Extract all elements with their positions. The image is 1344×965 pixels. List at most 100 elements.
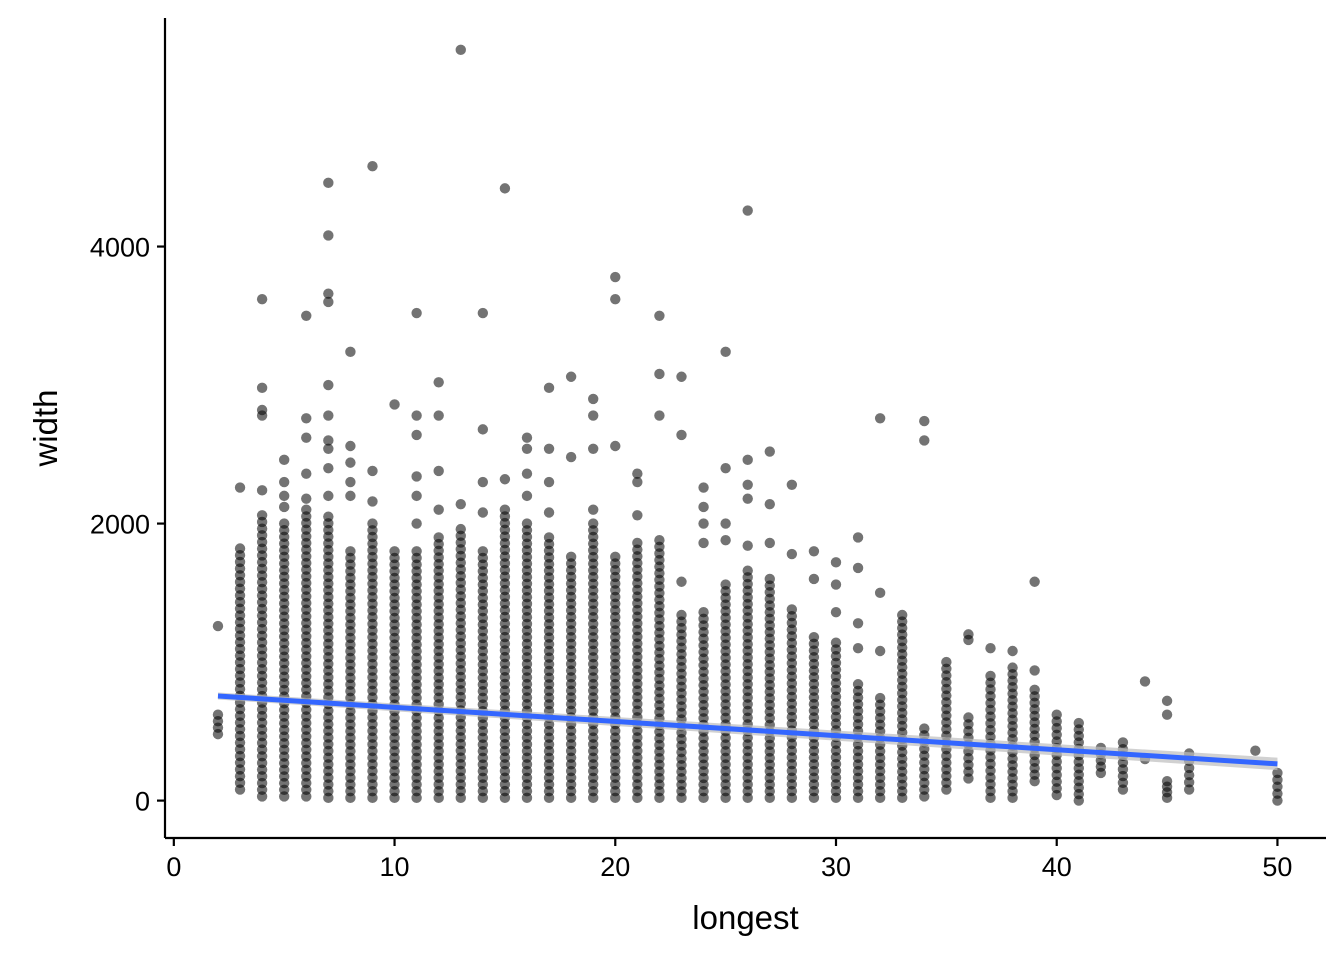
data-point	[963, 712, 974, 723]
outlier-point	[411, 490, 422, 502]
outlier-point	[632, 468, 643, 479]
outlier-point	[588, 443, 599, 454]
outlier-point	[720, 518, 731, 529]
data-point	[1161, 776, 1173, 787]
outlier-point	[345, 440, 356, 452]
outlier-point	[852, 562, 864, 574]
outlier-point	[367, 465, 378, 477]
outlier-point	[1161, 695, 1173, 707]
data-point	[985, 670, 996, 682]
outlier-point	[433, 377, 444, 388]
data-point	[610, 551, 621, 563]
outlier-point	[345, 346, 356, 358]
data-point	[764, 573, 775, 585]
data-point	[897, 609, 908, 621]
data-point	[742, 565, 753, 576]
data-point	[499, 504, 511, 515]
data-point	[1029, 684, 1040, 695]
data-point	[808, 631, 820, 643]
data-point	[367, 518, 378, 529]
outlier-point	[874, 413, 886, 424]
y-tick-label: 2000	[90, 510, 150, 540]
outlier-point	[632, 510, 643, 521]
outlier-point	[1139, 676, 1151, 687]
outlier-point	[323, 296, 334, 308]
data-point	[521, 518, 533, 529]
outlier-point	[588, 393, 599, 405]
data-point	[654, 534, 665, 546]
outlier-point	[477, 476, 489, 488]
outlier-point	[808, 546, 820, 557]
outlier-point	[654, 368, 665, 380]
outlier-point	[323, 288, 334, 299]
trend-line	[217, 693, 1278, 767]
outlier-point	[323, 462, 334, 474]
data-point	[278, 518, 290, 529]
outlier-point	[963, 629, 974, 640]
outlier-point	[433, 504, 444, 515]
data-point	[941, 656, 952, 668]
outlier-point	[345, 490, 356, 502]
outlier-point	[742, 205, 753, 216]
x-tick-label: 10	[380, 852, 410, 882]
outlier-point	[256, 485, 268, 496]
outlier-point	[256, 404, 268, 416]
outlier-point	[764, 537, 775, 549]
outlier-point	[301, 468, 312, 479]
outlier-point	[455, 498, 466, 510]
outlier-point	[1161, 709, 1173, 720]
outlier-point	[256, 293, 268, 305]
outlier-point	[323, 379, 334, 391]
data-points	[212, 44, 1283, 806]
outlier-point	[411, 410, 422, 421]
outlier-point	[852, 618, 864, 629]
outlier-point	[1029, 665, 1040, 676]
x-tick-label: 30	[821, 852, 851, 882]
x-axis-ticks: 0 10 20 30 40 50	[166, 838, 1292, 882]
outlier-point	[1007, 645, 1018, 657]
outlier-point	[830, 557, 842, 568]
outlier-point	[874, 587, 886, 599]
data-point	[1183, 784, 1195, 795]
data-point	[433, 532, 444, 543]
outlier-point	[477, 307, 489, 319]
x-tick-label: 50	[1262, 852, 1292, 882]
data-point	[411, 546, 422, 557]
outlier-point	[1029, 576, 1040, 587]
data-point	[477, 546, 489, 557]
x-tick-label: 0	[166, 852, 181, 882]
outlier-point	[698, 482, 709, 493]
outlier-point	[588, 504, 599, 515]
outlier-point	[852, 532, 864, 543]
outlier-point	[278, 476, 290, 488]
outlier-point	[654, 410, 665, 421]
data-point	[874, 692, 886, 704]
outlier-point	[323, 177, 334, 189]
outlier-point	[676, 429, 687, 441]
outlier-point	[521, 468, 533, 479]
data-point	[234, 543, 246, 554]
outlier-point	[234, 482, 246, 493]
outlier-point	[278, 454, 290, 466]
outlier-point	[543, 382, 555, 394]
data-point	[786, 604, 798, 615]
outlier-point	[345, 457, 356, 468]
outlier-point	[345, 476, 356, 488]
outlier-point	[521, 432, 533, 443]
data-point	[1250, 745, 1261, 756]
outlier-point	[874, 645, 886, 657]
outlier-point	[654, 310, 665, 322]
outlier-point	[499, 183, 511, 194]
outlier-point	[256, 382, 268, 394]
outlier-point	[477, 424, 489, 435]
data-point	[1007, 662, 1018, 673]
outlier-point	[411, 429, 422, 441]
outlier-point	[477, 507, 489, 518]
outlier-point	[367, 161, 378, 172]
data-point	[676, 609, 687, 621]
outlier-point	[742, 493, 753, 504]
x-tick-label: 20	[600, 852, 630, 882]
data-point	[1183, 777, 1195, 788]
outlier-point	[389, 399, 400, 410]
outlier-point	[720, 346, 731, 358]
